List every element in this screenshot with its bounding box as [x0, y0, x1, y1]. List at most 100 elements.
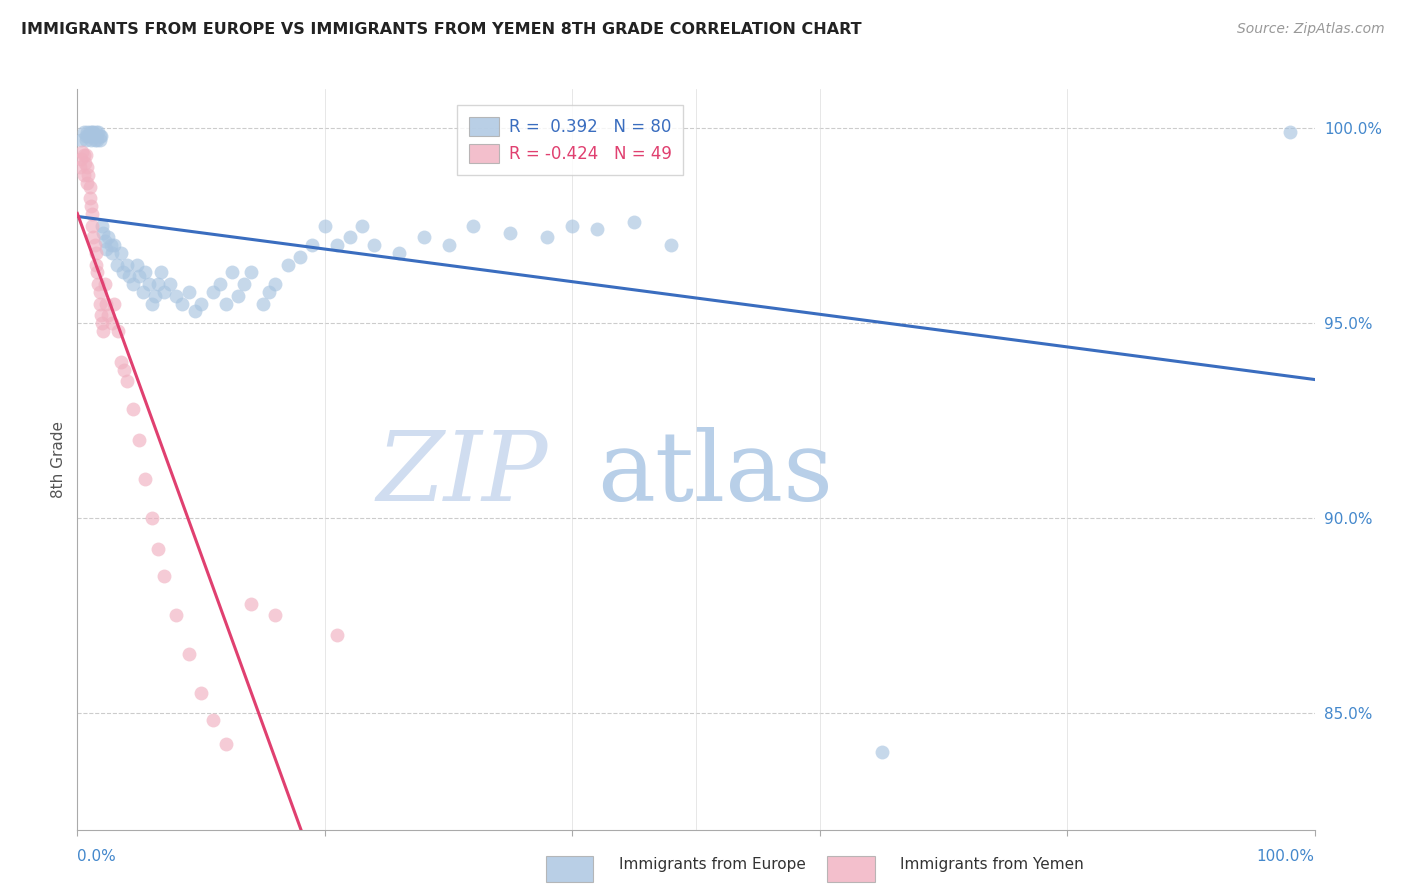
Point [215, 296, 238, 310]
Point [350, 219, 373, 233]
Point [91, 219, 114, 233]
Point [105, 258, 128, 272]
Point [90, 128, 112, 143]
Point [177, 647, 200, 661]
Point [463, 219, 485, 233]
Point [83, 133, 105, 147]
Point [76, 160, 98, 174]
Text: 100.0%: 100.0% [1257, 849, 1315, 864]
Point [190, 686, 212, 700]
Point [80, 133, 103, 147]
Text: Source: ZipAtlas.com: Source: ZipAtlas.com [1237, 22, 1385, 37]
Point [87, 277, 110, 291]
Point [326, 628, 349, 642]
Point [363, 238, 385, 252]
Point [93, 234, 115, 248]
Point [72, 125, 94, 139]
Point [202, 714, 225, 728]
Point [83, 238, 105, 252]
Point [87, 125, 110, 139]
Point [82, 230, 104, 244]
Point [79, 125, 101, 139]
Point [118, 269, 141, 284]
Point [536, 230, 558, 244]
Point [82, 125, 104, 139]
Point [122, 401, 145, 416]
Point [97, 230, 120, 244]
Point [75, 133, 97, 147]
Point [159, 277, 181, 291]
Point [153, 285, 176, 299]
Point [77, 168, 100, 182]
Point [103, 238, 125, 252]
Point [437, 238, 460, 252]
Point [264, 277, 287, 291]
Point [239, 597, 262, 611]
Point [72, 168, 94, 182]
Point [70, 153, 93, 167]
Point [86, 133, 108, 147]
Point [134, 472, 156, 486]
Point [184, 304, 207, 318]
Point [89, 128, 111, 143]
Point [128, 433, 150, 447]
Point [84, 245, 107, 260]
Point [93, 277, 115, 291]
Point [79, 179, 101, 194]
Text: 0.0%: 0.0% [77, 849, 117, 864]
Point [91, 227, 114, 241]
Point [82, 125, 104, 139]
Point [141, 511, 163, 525]
Point [89, 296, 111, 310]
Point [659, 238, 682, 252]
Point [326, 238, 349, 252]
Point [115, 375, 138, 389]
Point [1278, 125, 1301, 139]
Point [72, 145, 94, 159]
Point [288, 250, 311, 264]
Point [226, 289, 249, 303]
Point [82, 219, 104, 233]
Point [208, 277, 231, 291]
Point [301, 238, 323, 252]
Point [277, 258, 299, 272]
Point [143, 289, 166, 303]
Point [177, 285, 200, 299]
Point [107, 324, 129, 338]
Point [101, 316, 124, 330]
Point [91, 316, 114, 330]
Point [146, 541, 169, 556]
Point [110, 245, 132, 260]
Point [100, 238, 122, 252]
Text: ZIP: ZIP [377, 427, 547, 521]
Point [412, 230, 434, 244]
Point [89, 133, 111, 147]
Point [115, 258, 138, 272]
Point [101, 245, 124, 260]
Point [125, 258, 148, 272]
Point [586, 222, 609, 236]
Point [138, 277, 160, 291]
Text: Immigrants from Europe: Immigrants from Europe [619, 857, 806, 872]
Point [89, 285, 111, 299]
Point [112, 363, 135, 377]
Point [79, 128, 101, 143]
Point [70, 133, 93, 147]
Point [94, 296, 117, 310]
Point [870, 745, 893, 759]
Point [82, 207, 104, 221]
Point [339, 230, 361, 244]
Point [73, 156, 96, 170]
Legend: R =  0.392   N = 80, R = -0.424   N = 49: R = 0.392 N = 80, R = -0.424 N = 49 [457, 105, 683, 175]
Point [79, 191, 101, 205]
Point [153, 569, 176, 583]
Point [233, 277, 256, 291]
Point [252, 296, 274, 310]
Point [165, 289, 187, 303]
Point [84, 128, 107, 143]
Point [215, 737, 238, 751]
Point [77, 128, 100, 143]
Point [69, 160, 91, 174]
Y-axis label: 8th Grade: 8th Grade [51, 421, 66, 498]
Point [86, 265, 108, 279]
